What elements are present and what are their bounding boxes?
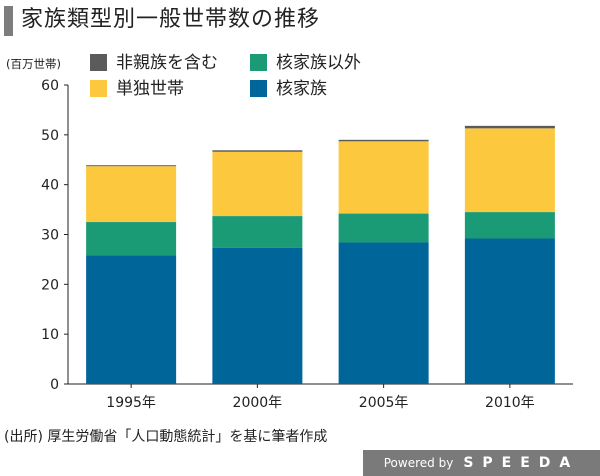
title-accent-bar [4, 6, 13, 36]
bar-segment [338, 242, 429, 384]
legend-label: 核家族以外 [276, 53, 361, 73]
y-tick-label: 10 [41, 327, 59, 343]
legend-swatch [90, 54, 107, 71]
x-tick-label: 2005年 [359, 395, 409, 411]
x-tick-label: 2010年 [485, 395, 535, 411]
speeda-credit: Powered by SPEEDA [363, 450, 600, 476]
bar-segment [212, 247, 303, 384]
x-tick-label: 1995年 [106, 395, 156, 411]
legend-swatch [250, 54, 267, 71]
legend-swatch [90, 80, 107, 97]
title-bar: 家族類型別一般世帯数の推移 [0, 0, 600, 44]
y-tick-label: 60 [41, 78, 59, 94]
bar-segment [86, 165, 177, 167]
y-tick-label: 30 [41, 228, 59, 244]
bar-segment [86, 255, 177, 384]
x-tick-label: 2000年 [233, 395, 283, 411]
bar-segment [212, 216, 303, 248]
bar-segment [464, 128, 555, 213]
bar-segment [464, 238, 555, 384]
legend-swatch [250, 80, 267, 97]
bar-segment [338, 141, 429, 214]
bar-segment [464, 125, 555, 129]
powered-by-label: Powered by [383, 456, 454, 470]
bar-segment [86, 222, 177, 256]
bar-segment [338, 139, 429, 142]
legend-label: 核家族 [276, 79, 327, 99]
bar-segment [212, 151, 303, 217]
legend-label: 非親族を含む [116, 53, 218, 73]
source-note: (出所) 厚生労働省「人口動態統計」を基に筆者作成 [4, 429, 328, 445]
y-axis-unit-label: (百万世帯) [6, 57, 61, 71]
bar-segment [464, 212, 555, 239]
bar-segment [86, 166, 177, 223]
bar-segment [212, 150, 303, 152]
y-tick-label: 40 [41, 178, 59, 194]
y-tick-label: 20 [41, 277, 59, 293]
chart-title: 家族類型別一般世帯数の推移 [21, 7, 321, 32]
speeda-logo: SPEEDA [463, 455, 580, 471]
y-tick-label: 0 [50, 377, 59, 393]
bar-segment [338, 213, 429, 243]
legend-label: 単独世帯 [116, 79, 184, 99]
y-tick-label: 50 [41, 128, 59, 144]
